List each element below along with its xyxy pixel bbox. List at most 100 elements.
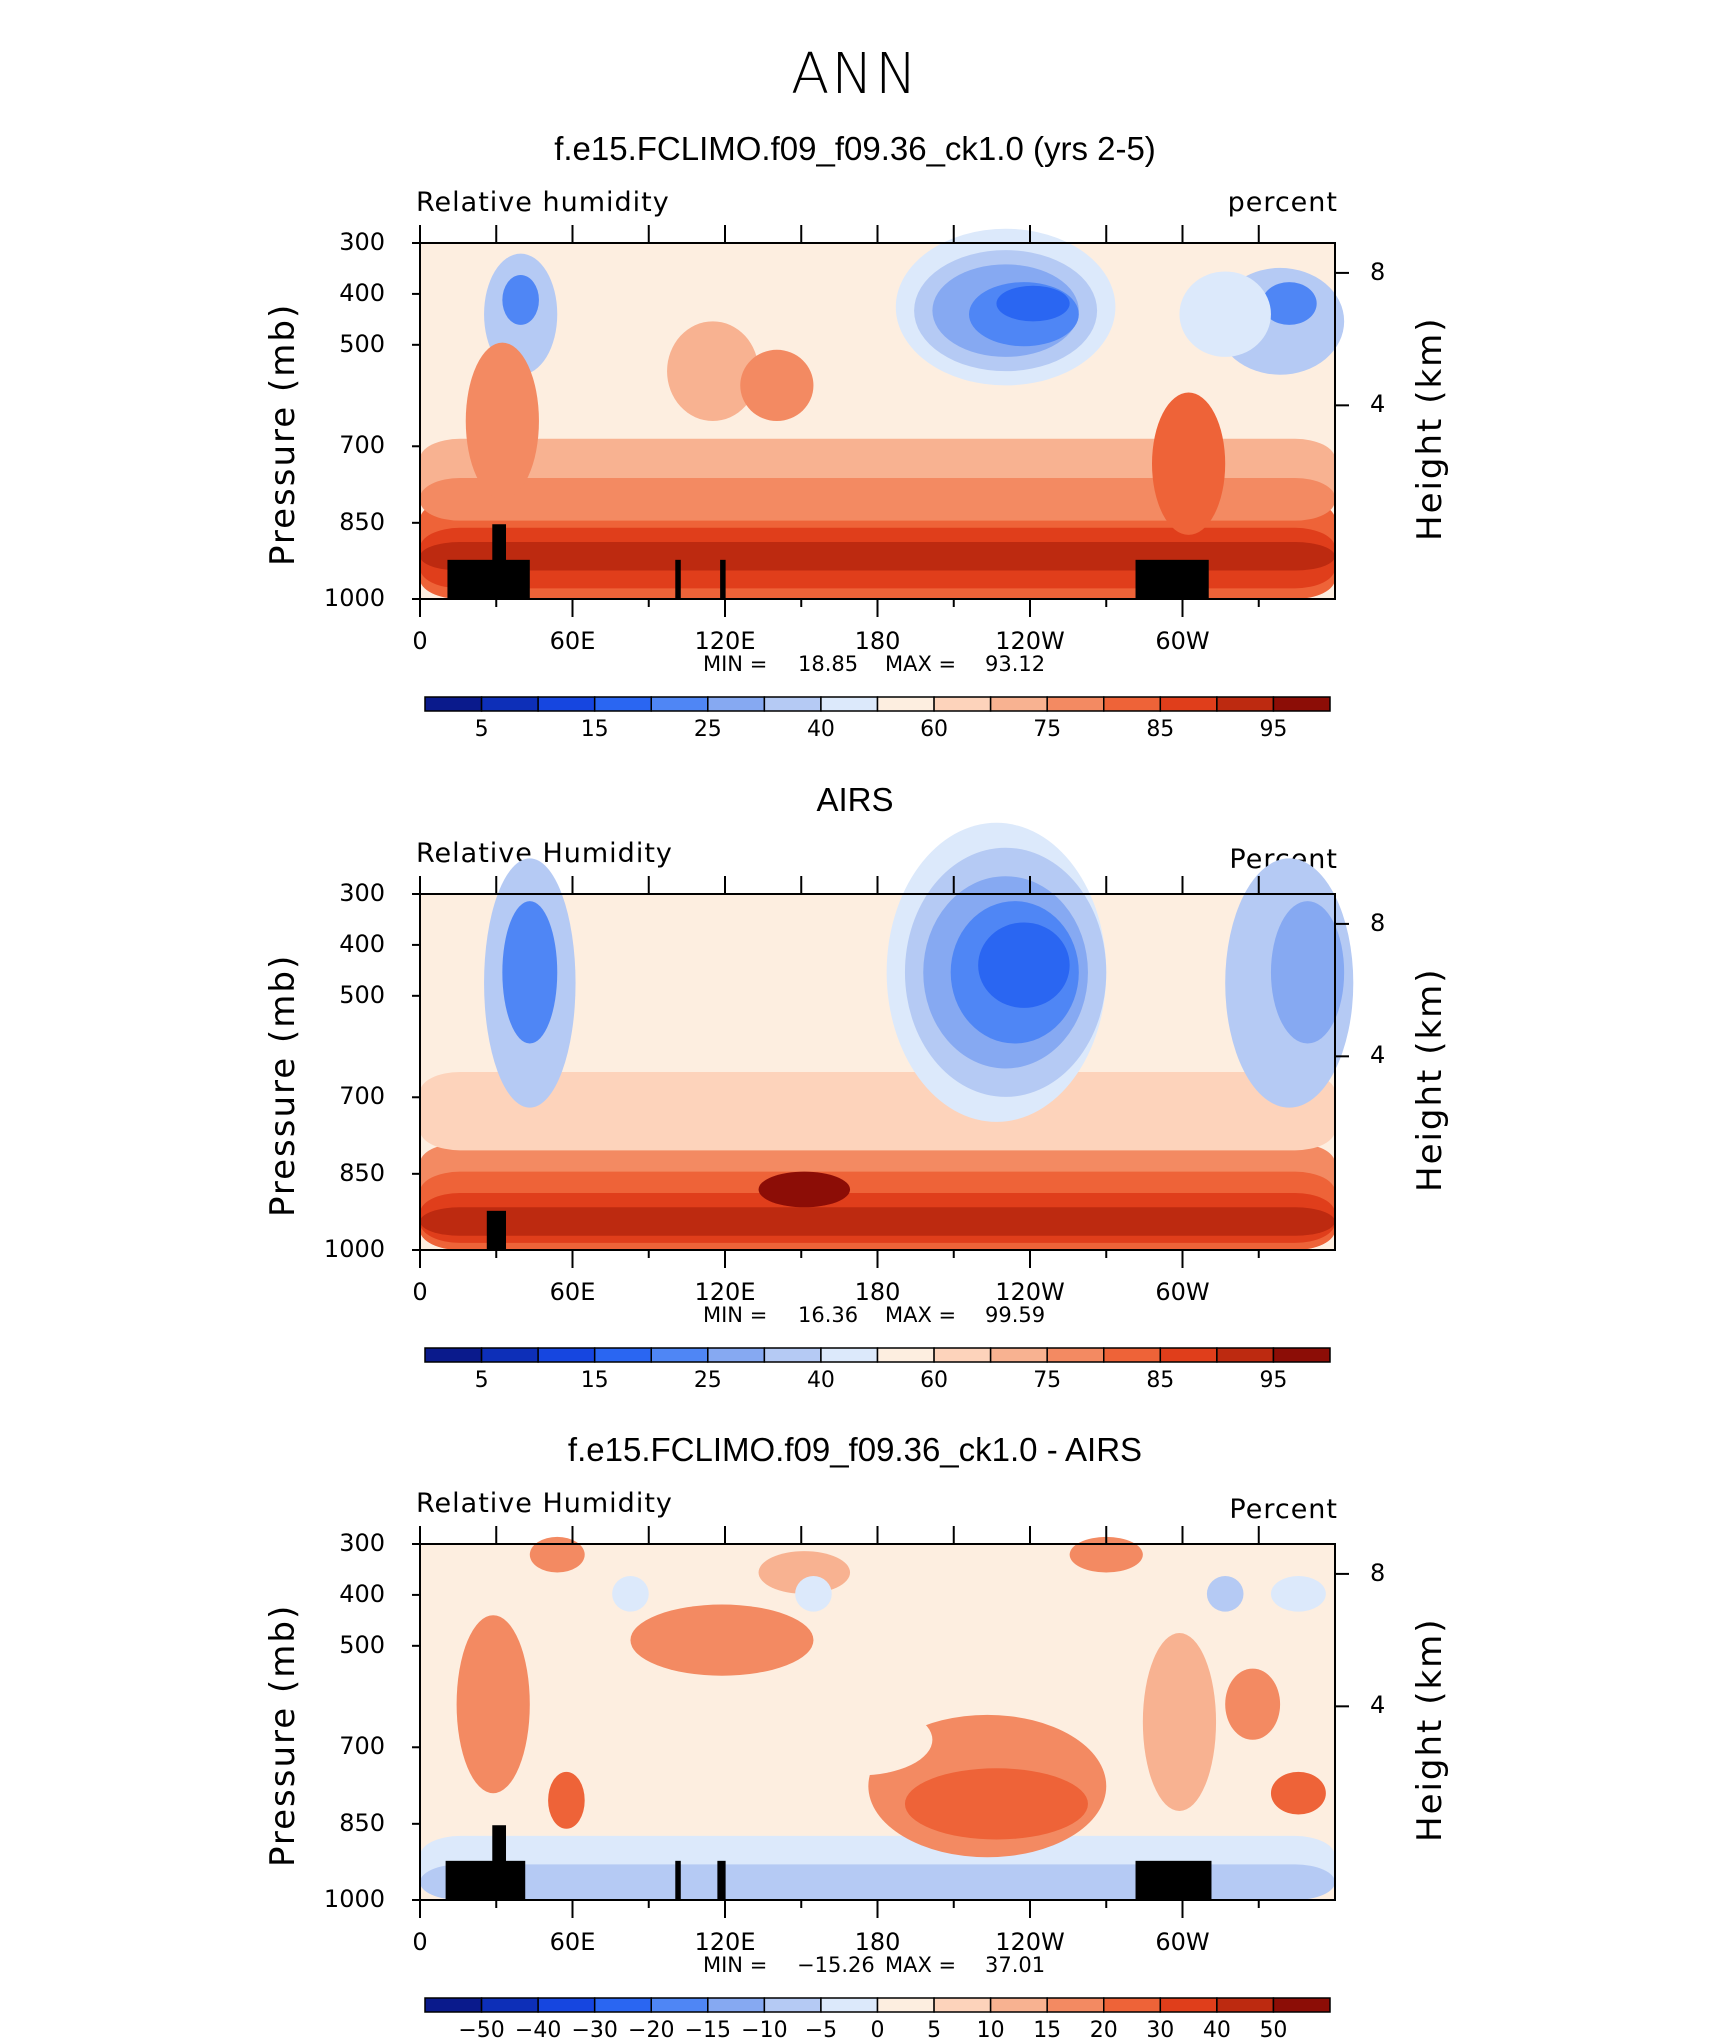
contour-region: [795, 1576, 832, 1612]
colorbar-swatch: [537, 1347, 596, 1363]
contour-region: [758, 1171, 851, 1208]
topography-mask: [486, 1210, 507, 1250]
min-label: MIN =: [703, 1953, 768, 1977]
y-tick-label: 500: [339, 980, 385, 1009]
y-tick-label: 1000: [323, 1235, 385, 1263]
contour-region: [667, 321, 759, 421]
contour-region: [1152, 392, 1226, 535]
colorbar-label: 15: [1033, 2018, 1062, 2043]
colorbar-swatch: [537, 1997, 596, 2013]
contour-region: [904, 1768, 1088, 1840]
colorbar-swatch: [1046, 1347, 1105, 1363]
contour-plot: [412, 225, 1349, 617]
colorbar-swatch: [650, 696, 709, 712]
colorbar-swatch: [650, 1997, 709, 2013]
contour-region: [1261, 282, 1317, 325]
colorbar-swatch: [876, 1997, 935, 2013]
colorbar-swatch: [1272, 696, 1331, 712]
y-tick-label: 850: [339, 1158, 385, 1187]
y-axis-title: Pressure (mb): [263, 953, 303, 1217]
colorbar-swatch: [876, 696, 935, 712]
colorbar-label: 60: [920, 1368, 949, 1393]
colorbar-swatch: [1046, 1997, 1105, 2013]
colorbar-label: −15: [684, 2018, 732, 2043]
y-tick-label: 400: [339, 1579, 385, 1608]
x-tick-label: 180: [854, 1928, 901, 1956]
topography-mask: [1135, 1860, 1212, 1900]
y-tick-label: 700: [339, 1732, 385, 1761]
contour-region: [502, 275, 539, 325]
contour-plot: [412, 822, 1354, 1268]
colorbar-swatch: [1216, 1997, 1275, 2013]
colorbar-swatch: [989, 696, 1048, 712]
y2-axis-title: Height (km): [1410, 1617, 1450, 1842]
y-tick-label: 300: [339, 1529, 385, 1557]
colorbar-label: 20: [1089, 2018, 1118, 2043]
min-value: −15.26: [797, 1953, 875, 1977]
colorbar-label: −30: [571, 2018, 618, 2043]
colorbar-swatch: [820, 1347, 879, 1363]
colorbar-swatch: [593, 696, 652, 712]
contour-region: [996, 285, 1070, 322]
contour-plot: [412, 1526, 1349, 1918]
contour-region: [529, 1536, 585, 1573]
colorbar-swatch: [763, 1997, 822, 2013]
max-value: 37.01: [985, 1953, 1046, 1977]
y-tick-label: 400: [339, 278, 385, 307]
y-tick-label: 500: [339, 329, 385, 358]
y-tick-label: 300: [339, 228, 385, 256]
colorbar-label: 75: [1033, 1368, 1062, 1393]
max-value: 99.59: [985, 1303, 1046, 1327]
colorbar-swatch: [763, 696, 822, 712]
colorbar-swatch: [650, 1347, 709, 1363]
topography-mask: [675, 559, 681, 599]
x-tick-label: 180: [854, 1278, 901, 1306]
colorbar-swatch: [593, 1997, 652, 2013]
min-label: MIN =: [703, 1303, 768, 1327]
contour-region: [1270, 1576, 1326, 1612]
contour-band: [420, 1864, 1335, 1900]
colorbar-label: −50: [458, 2018, 505, 2043]
colorbar-swatch: [1103, 696, 1162, 712]
y2-tick-label: 4: [1370, 1691, 1386, 1720]
topography-mask: [1135, 559, 1209, 599]
topography-mask: [717, 1860, 726, 1900]
colorbar-swatch: [1272, 1997, 1331, 2013]
contour-region: [630, 1604, 814, 1676]
contour-band: [420, 542, 1335, 571]
contour-region: [548, 1771, 585, 1829]
contour-region: [456, 1615, 530, 1794]
max-value: 93.12: [985, 652, 1046, 676]
colorbar-label: −40: [514, 2018, 562, 2043]
panel-title: f.e15.FCLIMO.f09_f09.36_ck1.0 - AIRS: [567, 1431, 1143, 1468]
colorbar-swatch: [1103, 1347, 1162, 1363]
contour-region: [740, 349, 814, 421]
contour-region: [1206, 1576, 1244, 1612]
y2-axis-title: Height (km): [1410, 316, 1450, 541]
y-tick-label: 300: [339, 879, 385, 907]
y2-tick-label: 4: [1370, 1041, 1386, 1070]
y-tick-label: 700: [339, 1082, 385, 1111]
colorbar-swatch: [989, 1347, 1048, 1363]
min-value: 18.85: [798, 652, 859, 676]
colorbar-swatch: [480, 1347, 539, 1363]
panel-title: AIRS: [816, 781, 894, 818]
y-tick-label: 1000: [323, 584, 385, 612]
x-tick-label: 120E: [694, 627, 756, 655]
topography-mask: [445, 1860, 526, 1900]
min-value: 16.36: [798, 1303, 859, 1327]
colorbar-label: 30: [1146, 2018, 1175, 2043]
colorbar-label: 40: [806, 1368, 835, 1393]
colorbar-swatch: [1216, 1347, 1275, 1363]
topography-mask: [492, 1825, 507, 1900]
colorbar-label: −5: [804, 2018, 838, 2043]
contour-region: [1142, 1633, 1217, 1811]
colorbar-label: 5: [927, 2018, 942, 2043]
topography-mask: [447, 559, 530, 599]
y2-tick-label: 8: [1370, 1558, 1386, 1587]
x-tick-label: 60W: [1155, 627, 1210, 655]
colorbar-swatch: [707, 1997, 766, 2013]
contour-region: [502, 901, 558, 1044]
x-tick-label: 60E: [549, 1928, 596, 1956]
x-tick-label: 120E: [694, 1928, 756, 1956]
